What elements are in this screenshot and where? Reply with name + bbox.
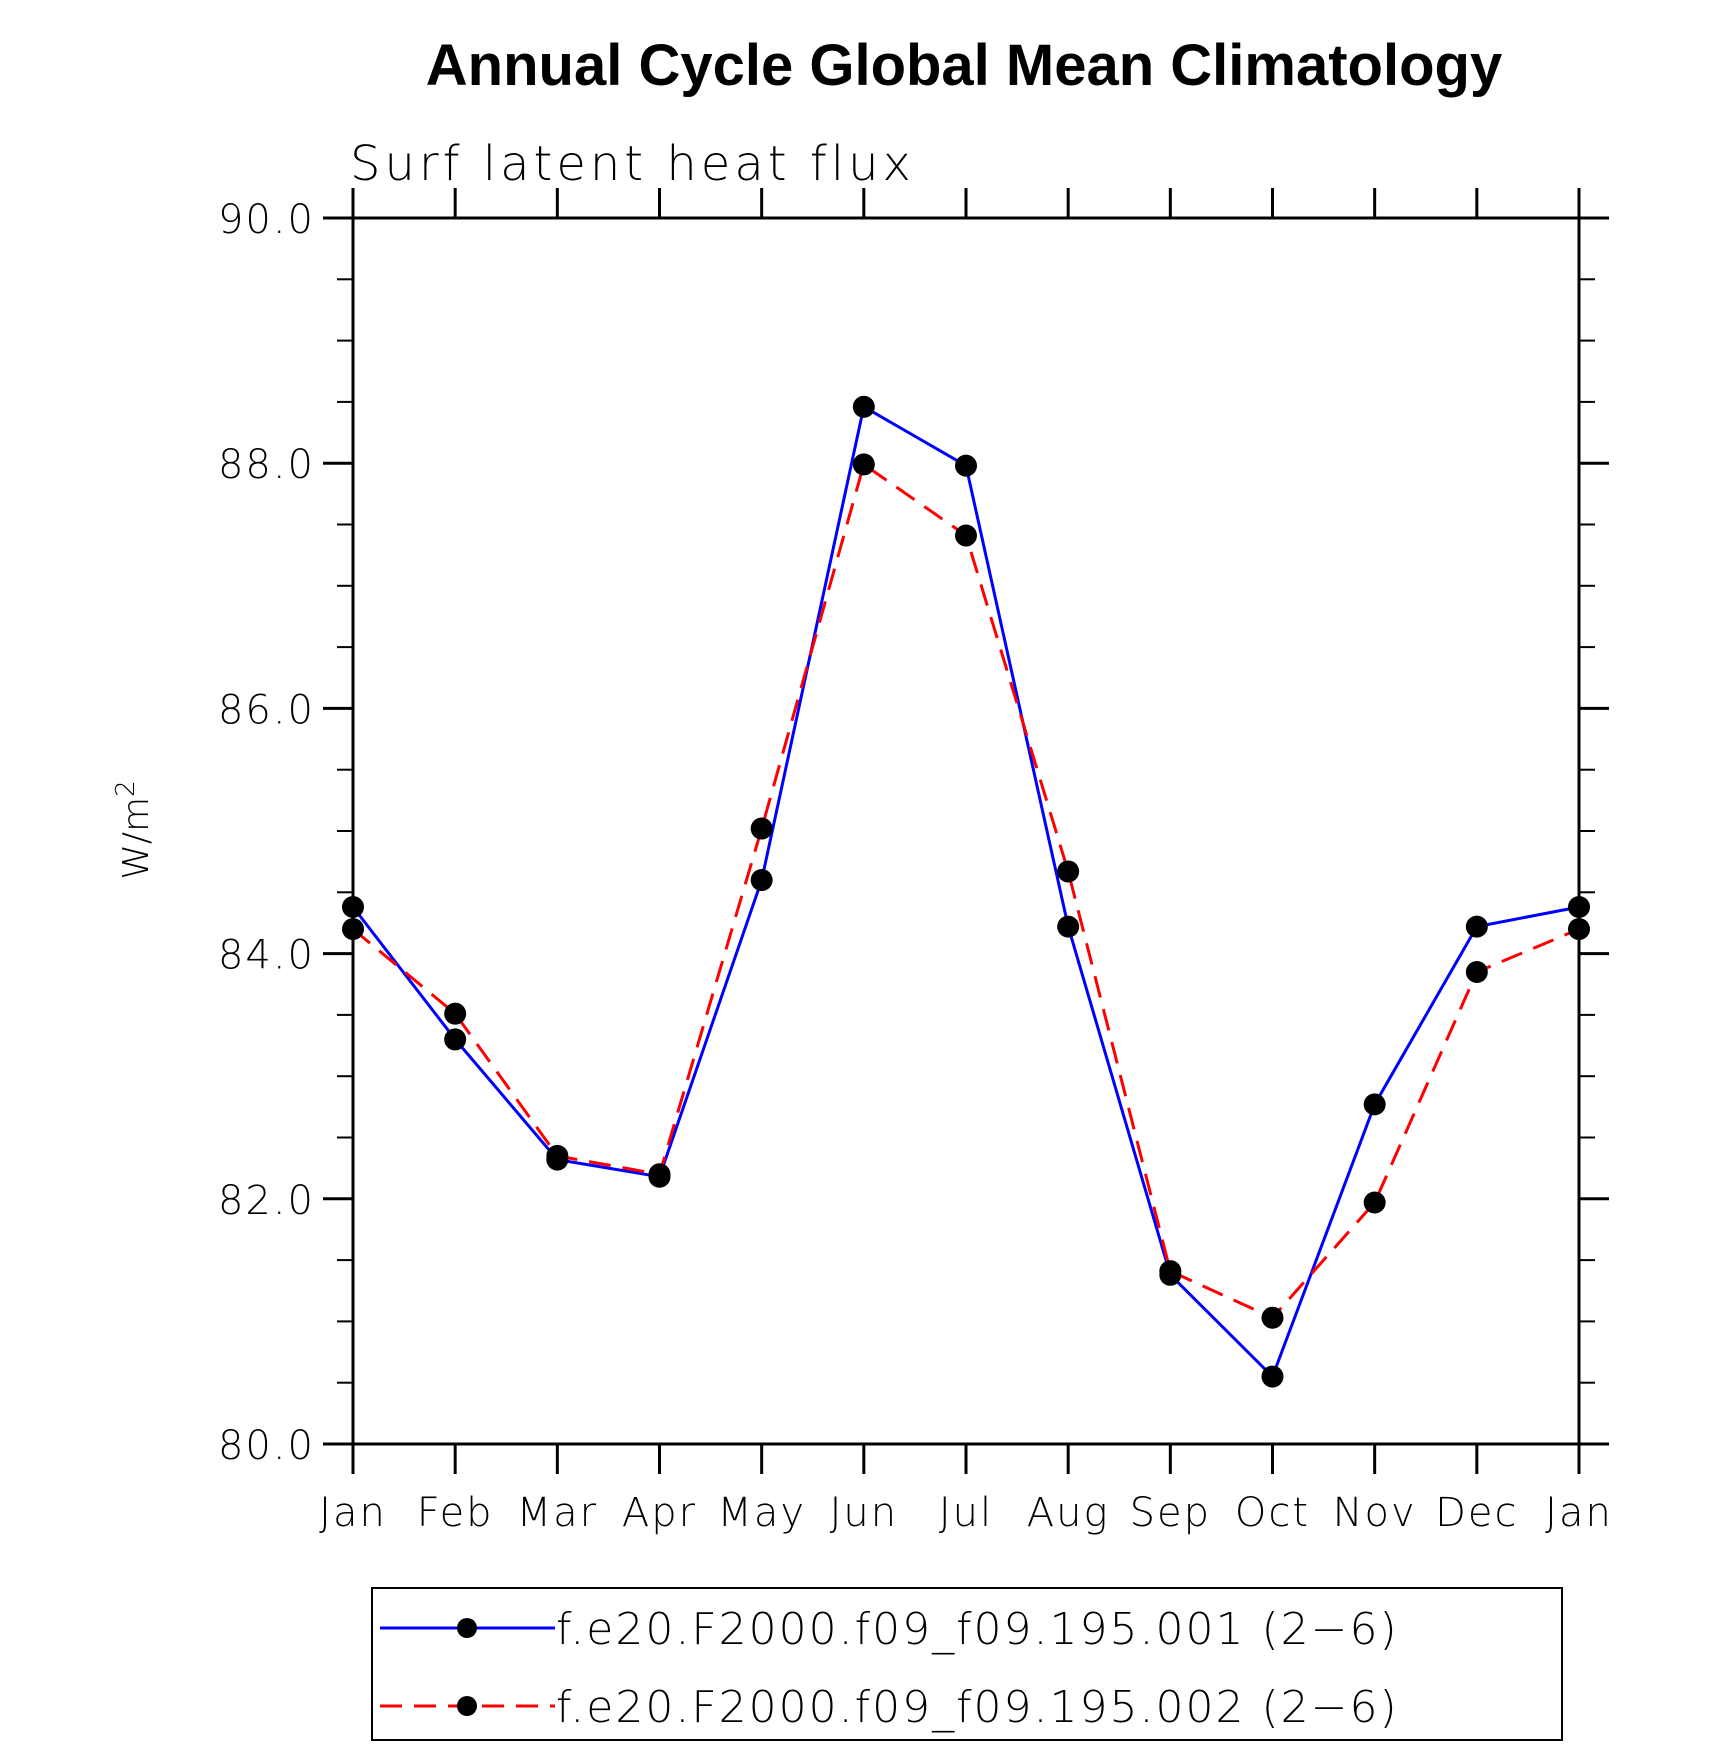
x-tick-label: Apr xyxy=(622,1490,697,1536)
y-tick-label: 90.0 xyxy=(218,197,315,243)
legend-label-series-2: f.e20.F2000.f09_f09.195.002 (2−6) xyxy=(556,1682,1399,1733)
data-point-series-1 xyxy=(750,869,773,892)
plot-axes: 80.0 82.0 84.0 86.0 88.0 90.0 Jan Feb Mar Apr May J… xyxy=(218,188,1613,1536)
data-point-series-2 xyxy=(1057,860,1080,883)
chart-subtitle: Surf latent heat flux xyxy=(350,136,915,192)
data-point-series-2 xyxy=(955,524,977,547)
data-point-series-2 xyxy=(852,453,875,476)
x-tick-label: Sep xyxy=(1130,1490,1211,1536)
data-point-series-1 xyxy=(1261,1365,1284,1388)
legend-box xyxy=(371,1587,1563,1741)
data-point-series-1 xyxy=(1568,896,1590,919)
y-tick-label: 82.0 xyxy=(218,1178,315,1224)
x-tick-label: Feb xyxy=(417,1490,494,1536)
y-tick-label: 86.0 xyxy=(218,687,315,733)
series-layer xyxy=(342,395,1590,1388)
x-tick-label: Oct xyxy=(1235,1490,1310,1536)
x-tick-label: Jun xyxy=(830,1490,899,1536)
data-point-series-1 xyxy=(1057,915,1080,938)
data-point-series-1 xyxy=(852,395,875,418)
series-line-2 xyxy=(352,462,1580,1320)
data-point-series-2 xyxy=(750,817,773,840)
plot-frame xyxy=(351,216,1581,1446)
legend-marker-series-2 xyxy=(457,1696,477,1716)
data-point-series-1 xyxy=(342,896,364,919)
legend-label-series-1: f.e20.F2000.f09_f09.195.001 (2−6) xyxy=(556,1604,1399,1655)
data-point-series-2 xyxy=(1261,1306,1284,1329)
x-tick-label: Mar xyxy=(517,1490,598,1536)
data-point-series-1 xyxy=(444,1028,467,1051)
data-point-series-2 xyxy=(648,1163,671,1186)
x-tick-label: Aug xyxy=(1027,1490,1110,1536)
data-point-series-2 xyxy=(546,1144,569,1167)
data-point-series-2 xyxy=(444,1002,467,1025)
data-point-series-1 xyxy=(1465,915,1488,938)
y-axis-label-sup: 2 xyxy=(111,780,141,797)
legend: f.e20.F2000.f09_f09.195.001 (2−6) f.e20.… xyxy=(371,1587,1563,1741)
data-point-series-1 xyxy=(955,454,977,477)
y-axis-label: W/m2 xyxy=(111,780,157,879)
x-tick-label: Jul xyxy=(939,1490,993,1536)
data-point-series-2 xyxy=(1568,918,1590,941)
data-point-series-2 xyxy=(1159,1260,1182,1283)
x-tick-label: Jan xyxy=(319,1490,387,1536)
series-lines xyxy=(351,405,1580,1379)
series-markers xyxy=(342,395,1590,1388)
data-point-series-2 xyxy=(342,918,364,941)
x-tick-label: Dec xyxy=(1435,1490,1518,1536)
data-point-series-2 xyxy=(1465,960,1488,983)
y-tick-label: 80.0 xyxy=(218,1423,315,1469)
x-tick-label: Nov xyxy=(1333,1490,1417,1536)
data-point-series-1 xyxy=(1363,1093,1386,1116)
data-point-series-2 xyxy=(1363,1191,1386,1214)
chart-title: Annual Cycle Global Mean Climatology xyxy=(426,33,1502,98)
y-tick-label: 88.0 xyxy=(218,442,315,488)
y-tick-label: 84.0 xyxy=(218,933,315,979)
legend-marker-series-1 xyxy=(457,1618,477,1638)
x-tick-label: May xyxy=(717,1490,806,1536)
x-tick-label: Jan xyxy=(1545,1490,1613,1536)
series-line-1 xyxy=(351,405,1580,1379)
y-axis-label-base: W/m xyxy=(116,797,157,880)
